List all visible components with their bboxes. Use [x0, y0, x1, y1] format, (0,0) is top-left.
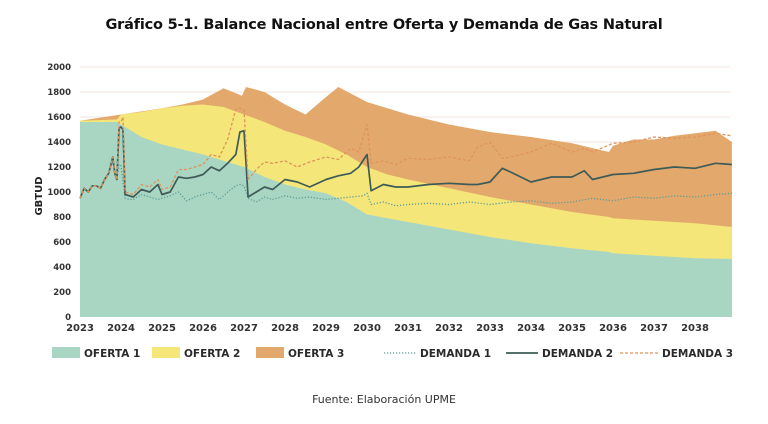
legend-label: DEMANDA 3 [662, 348, 733, 360]
y-tick-label: 1000 [47, 188, 71, 198]
legend-swatch [52, 347, 80, 358]
legend-item-oferta-1: OFERTA 1 [52, 347, 140, 360]
legend-item-demanda-3: DEMANDA 3 [620, 348, 733, 360]
x-tick-label: 2026 [189, 323, 217, 334]
y-tick-label: 200 [53, 288, 71, 298]
legend-item-oferta-2: OFERTA 2 [152, 347, 240, 360]
x-tick-label: 2023 [66, 323, 94, 334]
legend-label: DEMANDA 1 [420, 348, 491, 360]
legend-label: OFERTA 2 [184, 348, 240, 360]
x-tick-label: 2025 [148, 323, 176, 334]
x-axis: 2023 2024 2025 2026 2027 2028 2029 2030 2031 2032… [66, 323, 709, 334]
x-tick-label: 2032 [435, 323, 463, 334]
x-tick-label: 2036 [599, 323, 627, 334]
y-tick-label: 2000 [47, 63, 71, 73]
legend-label: OFERTA 3 [288, 348, 344, 360]
x-tick-label: 2037 [640, 323, 668, 334]
y-tick-label: 1800 [47, 88, 71, 98]
y-tick-label: 800 [53, 213, 71, 223]
legend-item-demanda-2: DEMANDA 2 [506, 348, 613, 360]
y-tick-label: 0 [65, 313, 71, 323]
legend-label: DEMANDA 2 [542, 348, 613, 360]
x-tick-label: 2029 [312, 323, 340, 334]
x-tick-label: 2024 [107, 323, 135, 334]
y-tick-label: 400 [53, 263, 71, 273]
x-tick-label: 2038 [681, 323, 709, 334]
x-tick-label: 2034 [517, 323, 545, 334]
legend-item-demanda-1: DEMANDA 1 [384, 348, 491, 360]
chart-title: Gráfico 5-1. Balance Nacional entre Ofer… [105, 17, 663, 33]
y-axis-label: GBTUD [34, 176, 45, 215]
oferta-areas [80, 87, 732, 317]
y-tick-label: 1200 [47, 163, 71, 173]
x-tick-label: 2031 [394, 323, 422, 334]
y-axis: 0 200 400 600 800 1000 1200 1400 1600 1800 2000 [47, 63, 71, 323]
x-tick-label: 2030 [353, 323, 381, 334]
x-tick-label: 2035 [558, 323, 586, 334]
y-tick-label: 600 [53, 238, 71, 248]
x-tick-label: 2028 [271, 323, 299, 334]
legend-swatch [152, 347, 180, 358]
x-tick-label: 2027 [230, 323, 258, 334]
legend-label: OFERTA 1 [84, 348, 140, 360]
demanda-lines [79, 107, 732, 207]
y-tick-label: 1400 [47, 138, 71, 148]
source-note: Fuente: Elaboración UPME [312, 393, 456, 406]
y-tick-label: 1600 [47, 113, 71, 123]
legend-swatch [256, 347, 284, 358]
legend-item-oferta-3: OFERTA 3 [256, 347, 344, 360]
line-demanda-3 [79, 107, 732, 199]
area-oferta-1 [80, 122, 732, 317]
legend: OFERTA 1 OFERTA 2 OFERTA 3 DEMANDA 1 DEMANDA… [52, 347, 733, 360]
x-tick-label: 2033 [476, 323, 504, 334]
